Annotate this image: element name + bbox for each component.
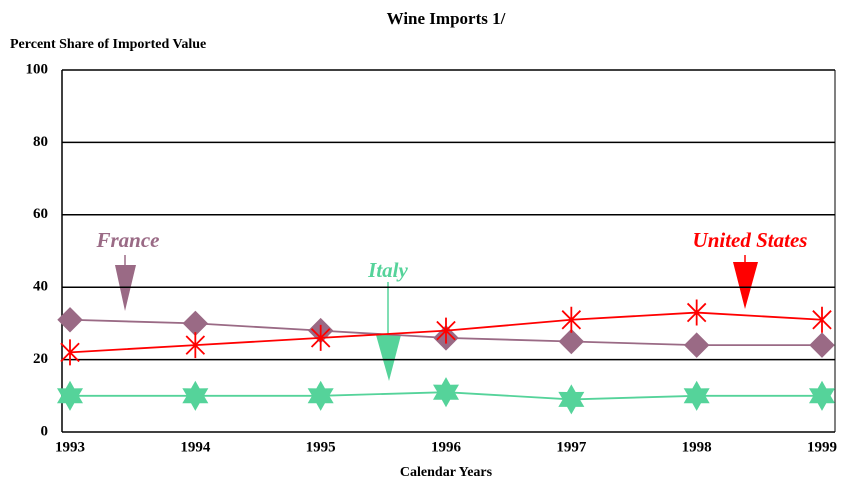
x-tick-label: 1993 bbox=[55, 439, 85, 455]
marker bbox=[310, 324, 331, 351]
marker bbox=[812, 306, 832, 333]
marker bbox=[558, 328, 585, 355]
marker bbox=[809, 332, 835, 358]
y-tick-label: 0 bbox=[41, 423, 49, 439]
x-tick-label: 1997 bbox=[556, 439, 587, 455]
y-tick-label: 100 bbox=[26, 61, 49, 77]
x-tick-label: 1996 bbox=[431, 439, 462, 455]
marker bbox=[182, 380, 209, 411]
y-tick-label: 20 bbox=[33, 351, 48, 367]
y-tick-label: 80 bbox=[33, 134, 48, 150]
marker bbox=[185, 332, 206, 359]
marker bbox=[432, 377, 460, 408]
x-tick-label: 1999 bbox=[807, 439, 837, 455]
chart-title: Wine Imports 1/ bbox=[387, 9, 506, 28]
marker bbox=[808, 380, 836, 411]
marker bbox=[436, 317, 456, 344]
x-tick-label: 1995 bbox=[306, 439, 336, 455]
marker bbox=[60, 339, 80, 366]
series-label: Italy bbox=[367, 258, 408, 282]
marker bbox=[182, 310, 209, 337]
marker bbox=[57, 307, 83, 333]
y-axis-label: Percent Share of Imported Value bbox=[10, 37, 206, 52]
marker bbox=[683, 332, 710, 358]
arrow-head bbox=[733, 262, 758, 309]
arrow-head bbox=[115, 265, 136, 311]
marker bbox=[307, 380, 334, 411]
arrow-head bbox=[376, 335, 401, 381]
series-label: United States bbox=[693, 228, 808, 252]
y-tick-label: 40 bbox=[33, 279, 48, 295]
arrows bbox=[115, 255, 758, 381]
y-tick-label: 60 bbox=[33, 206, 48, 222]
x-axis-label: Calendar Years bbox=[400, 465, 493, 480]
marker bbox=[686, 299, 707, 326]
x-tick-label: 1994 bbox=[180, 439, 211, 455]
marker bbox=[558, 384, 585, 415]
marker bbox=[683, 380, 710, 411]
marker bbox=[561, 306, 582, 333]
marker bbox=[56, 380, 84, 411]
x-tick-label: 1998 bbox=[682, 439, 712, 455]
series-label: France bbox=[96, 228, 160, 252]
